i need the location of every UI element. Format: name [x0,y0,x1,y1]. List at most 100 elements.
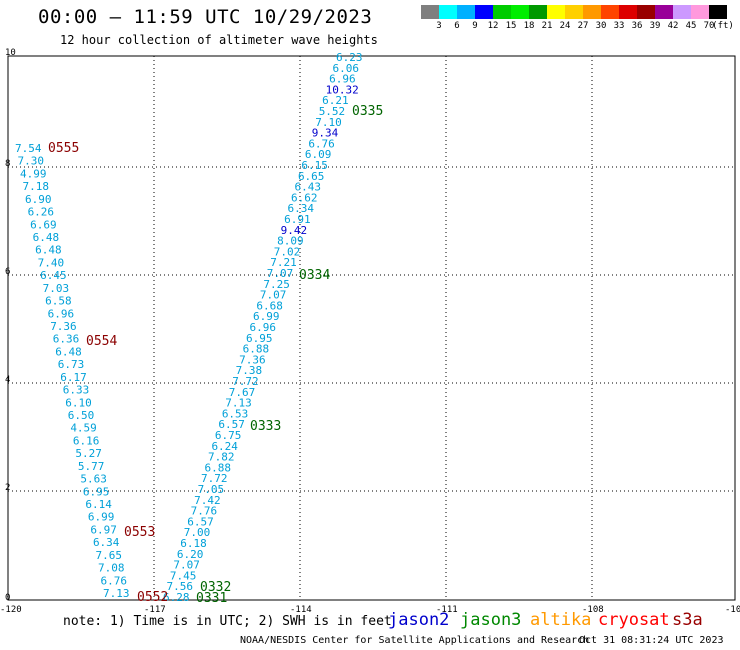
swh-value-west: 6.45 [40,269,66,282]
swh-value-east: 5.52 [319,105,346,118]
colorbar-label: 3 [436,21,442,31]
colorbar-swatch [421,5,439,19]
colorbar-swatch [619,5,637,19]
legend-item-jason2: jason2 [388,610,450,630]
swh-value-east: 7.82 [208,451,235,464]
swh-value-west: 6.33 [63,384,89,397]
swh-value-east: 7.56 [166,580,193,593]
swh-value-east: 6.68 [256,299,283,312]
colorbar-swatch [691,5,709,19]
swh-value-east: 6.62 [291,191,318,204]
swh-value-east: 10.32 [326,83,359,96]
swh-value-east: 7.21 [270,256,297,269]
swh-value-east: 6.75 [215,429,242,442]
colorbar-swatch [475,5,493,19]
swh-value-east: 6.09 [305,148,332,161]
swh-value-east: 7.45 [170,569,197,582]
legend-item-s3a: s3a [672,610,703,630]
swh-value-west: 6.34 [93,536,120,549]
swh-value-east: 7.25 [263,278,290,291]
map-subtitle: 12 hour collection of altimeter wave hei… [60,33,378,47]
swh-value-east: 7.00 [184,526,211,539]
swh-value-east: 6.34 [288,202,315,215]
swh-value-west: 6.17 [60,371,87,384]
colorbar-swatch [511,5,529,19]
swh-value-east: 7.05 [198,483,225,496]
pass-time-label: 0554 [86,334,117,349]
swh-value-east: 6.57 [187,515,214,528]
swh-value-east: 7.10 [315,116,342,129]
swh-value-east: 7.38 [236,364,263,377]
colorbar-swatch [493,5,511,19]
swh-value-west: 7.36 [50,320,76,333]
swh-value-west: 6.99 [88,511,115,524]
credit-text: NOAA/NESDIS Center for Satellite Applica… [240,635,590,646]
swh-value-west: 6.69 [30,218,57,231]
swh-value-west: 6.14 [85,498,112,511]
colorbar-label: 12 [487,21,499,31]
swh-value-east: 7.36 [239,353,266,366]
colorbar-swatch [637,5,655,19]
swh-value-east: 7.42 [194,494,221,507]
colorbar-label: 24 [559,21,571,31]
swh-value-east: 7.72 [232,375,259,388]
map-title: 00:00 – 11:59 UTC 10/29/2023 [38,6,373,28]
colorbar-label: 70 [703,21,715,31]
legend-item-cryosat: cryosat [598,610,670,630]
swh-value-west: 5.27 [75,447,102,460]
swh-value-east: 9.34 [312,127,339,140]
pass-time-label: 0553 [124,525,155,540]
colorbar-swatch [583,5,601,19]
footer-note: note: 1) Time is in UTC; 2) SWH is in fe… [63,614,392,629]
plot-frame [7,55,736,601]
swh-value-west: 6.97 [90,523,117,536]
x-tick-label: -111 [436,605,458,615]
swh-value-west: 6.95 [83,485,110,498]
pass-time-label: 0552 [137,590,168,605]
swh-value-east: 6.96 [250,321,277,334]
colorbar-swatch [547,5,565,19]
swh-value-west: 6.10 [65,396,92,409]
swh-value-west: 6.26 [28,206,54,219]
swh-value-west: 6.36 [53,333,80,346]
swh-value-west: 7.54 [15,142,42,155]
colorbar-swatch [673,5,691,19]
swh-value-west: 6.48 [35,244,62,257]
y-tick-label: 4 [5,375,10,385]
x-tick-label: -120 [0,605,22,615]
wave-height-colorbar [421,5,727,19]
colorbar-label: 42 [667,21,679,31]
swh-value-east: 6.57 [218,418,245,431]
swh-value-east: 7.07 [260,289,287,302]
swh-value-west: 6.48 [55,345,82,358]
colorbar-label: 39 [649,21,661,31]
colorbar-label: 45 [685,21,697,31]
x-tick-label: -117 [144,605,166,615]
swh-value-west: 7.08 [98,562,125,575]
swh-value-east: 7.76 [191,505,218,518]
colorbar-label: 30 [595,21,607,31]
colorbar-label: 27 [577,21,589,31]
colorbar-swatch [601,5,619,19]
swh-value-west: 6.73 [58,358,85,371]
generated-timestamp: Oct 31 08:31:24 UTC 2023 [579,635,724,646]
swh-value-west: 4.59 [70,422,97,435]
swh-value-east: 7.07 [173,559,200,572]
swh-value-west: 7.13 [103,587,130,600]
swh-value-east: 6.06 [333,62,360,75]
swh-value-east: 6.96 [329,73,356,86]
swh-value-east: 6.43 [294,181,321,194]
y-tick-label: 10 [5,48,16,58]
swh-value-west: 7.30 [18,155,45,168]
legend-item-altika: altika [530,610,592,630]
pass-time-label: 0332 [200,580,231,595]
swh-value-east: 7.02 [274,245,301,258]
swh-value-west: 5.63 [80,473,107,486]
colorbar-label: 9 [472,21,478,31]
swh-value-east: 7.07 [267,267,294,280]
x-tick-label: -108 [582,605,604,615]
x-tick-label: -105 [725,605,740,615]
swh-value-west: 7.40 [38,256,65,269]
swh-value-west: 6.48 [33,231,60,244]
colorbar-unit: (ft) [712,21,734,31]
